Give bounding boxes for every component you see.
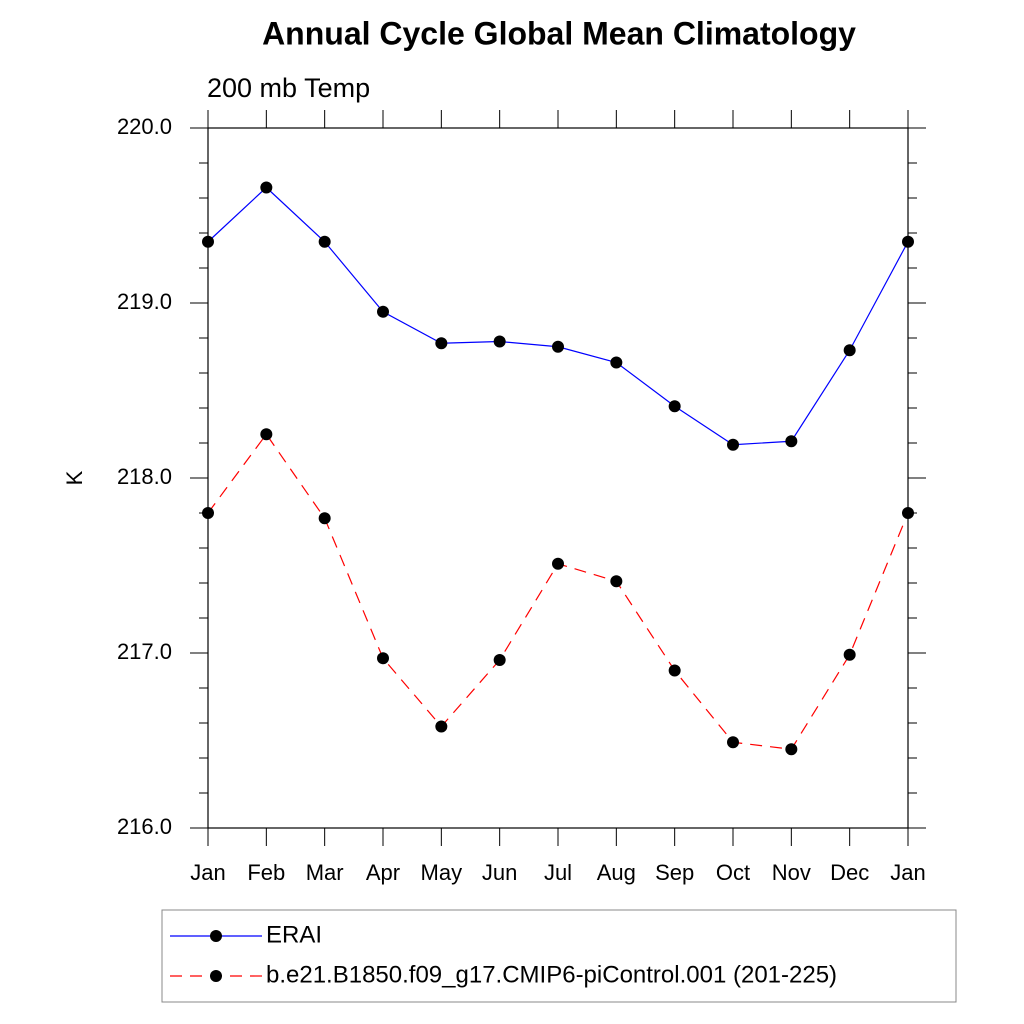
x-tick-label: Aug [597, 860, 636, 885]
x-tick-label: Dec [830, 860, 869, 885]
x-tick-label: Sep [655, 860, 694, 885]
data-point [260, 428, 273, 441]
data-point [552, 340, 564, 353]
data-point [668, 400, 681, 413]
data-point [435, 720, 448, 733]
data-point [843, 648, 856, 661]
data-point [727, 736, 739, 749]
x-tick-label: Jan [190, 860, 225, 885]
data-point [785, 435, 798, 448]
y-tick-label: 219.0 [117, 289, 172, 314]
plot-frame [207, 127, 909, 829]
data-point [202, 507, 214, 519]
x-tick-label: Oct [716, 860, 750, 885]
data-point [902, 235, 914, 248]
legend-label: ERAI [266, 921, 322, 948]
x-tick-label: May [421, 860, 463, 885]
data-point [260, 181, 273, 194]
data-point [318, 235, 331, 248]
data-point [668, 664, 681, 677]
data-point [493, 335, 506, 348]
legend-label: b.e21.B1850.f09_g17.CMIP6-piControl.001 … [266, 961, 837, 988]
x-tick-label: Apr [366, 860, 400, 885]
data-point [377, 305, 389, 318]
series-line [207, 186, 909, 446]
data-point [610, 575, 623, 588]
y-tick-label: 217.0 [117, 639, 172, 664]
data-point [435, 337, 448, 350]
y-axis-label: K [62, 470, 87, 485]
x-tick-label: Jan [890, 860, 925, 885]
chart-title: Annual Cycle Global Mean Climatology [262, 15, 856, 51]
y-tick-label: 216.0 [117, 814, 172, 839]
data-point [902, 507, 914, 519]
chart-subtitle: 200 mb Temp [207, 73, 370, 103]
legend-marker [210, 930, 222, 942]
data-point [493, 654, 506, 666]
legend-marker [210, 970, 222, 982]
legend-box [161, 909, 957, 1003]
data-point [843, 344, 856, 357]
x-tick-label: Mar [306, 860, 344, 885]
data-point [202, 235, 214, 248]
data-point [318, 512, 331, 525]
data-point [552, 557, 564, 570]
x-tick-label: Nov [772, 860, 811, 885]
series-line [207, 433, 909, 750]
data-point [610, 356, 623, 369]
x-tick-label: Feb [247, 860, 285, 885]
data-point [785, 743, 798, 756]
data-point [377, 652, 389, 665]
y-tick-label: 220.0 [117, 114, 172, 139]
x-tick-label: Jun [482, 860, 517, 885]
y-tick-label: 218.0 [117, 464, 172, 489]
x-tick-label: Jul [544, 860, 572, 885]
data-point [727, 438, 739, 451]
